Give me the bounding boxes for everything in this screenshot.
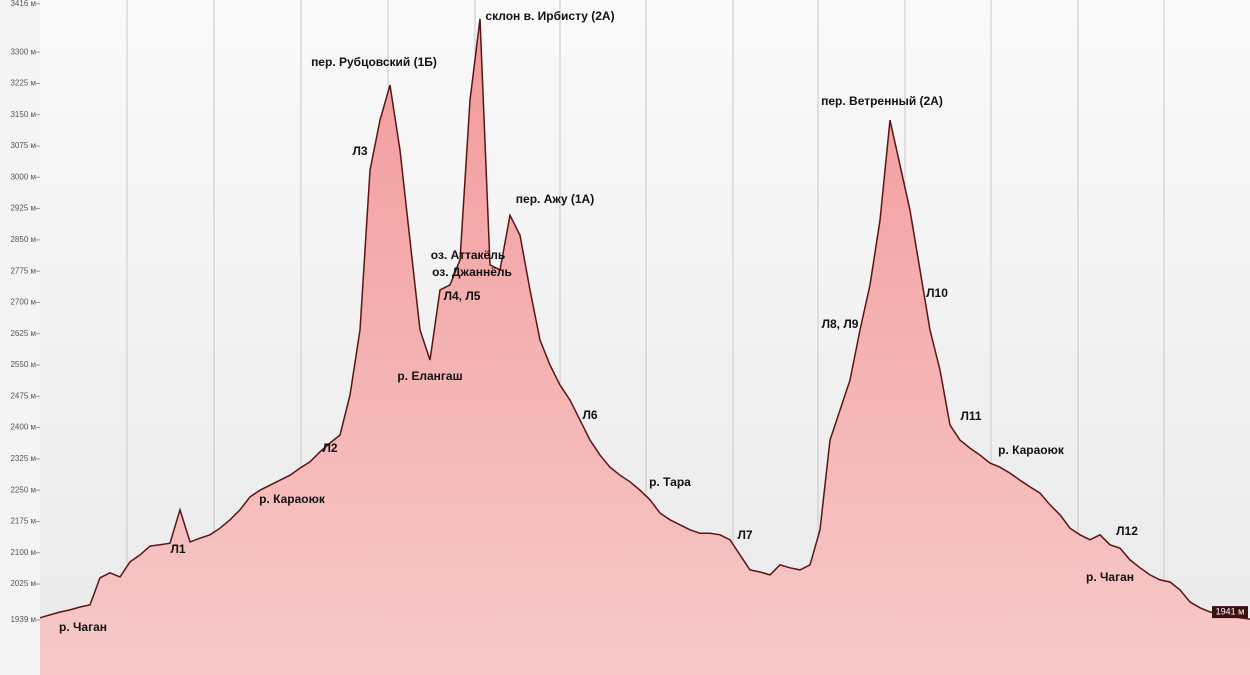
annotation: пер. Ажу (1А)	[516, 192, 594, 206]
y-tick-label: 2100 м	[10, 548, 36, 557]
annotation: оз. Аттакёль	[431, 248, 505, 262]
y-tick-label: 3225 м	[10, 79, 36, 88]
y-tick-label: 2775 м	[10, 266, 36, 275]
end-label-box	[1212, 606, 1248, 619]
y-tick-label: 2250 м	[10, 485, 36, 494]
annotation: р. Чаган	[59, 620, 107, 634]
y-tick-label: 2850 м	[10, 235, 36, 244]
end-value-label: 1941 м	[1216, 606, 1245, 616]
annotation: оз. Джаннёль	[432, 265, 512, 279]
y-tick-label: 2325 м	[10, 454, 36, 463]
annotation: Л4, Л5	[444, 289, 481, 303]
y-tick-label: 2475 м	[10, 391, 36, 400]
annotation: Л11	[960, 409, 981, 423]
annotation: р. Тара	[649, 475, 691, 489]
y-tick-label: 2625 м	[10, 329, 36, 338]
y-tick-label: 3300 м	[10, 47, 36, 56]
y-tick-label: 2925 м	[10, 204, 36, 213]
profile-line	[39, 18, 1250, 620]
y-tick-label: 1939 м	[10, 615, 36, 624]
area-fill	[40, 18, 1250, 675]
annotation: Л6	[582, 408, 597, 422]
annotation: пер. Рубцовский (1Б)	[311, 55, 437, 69]
y-tick-label: 3150 м	[10, 110, 36, 119]
y-tick-label: 2700 м	[10, 298, 36, 307]
annotation: р. Караоюк	[998, 443, 1065, 457]
annotation: Л8, Л9	[822, 317, 859, 331]
annotation: пер. Ветренный (2А)	[821, 94, 943, 108]
annotation: р. Чаган	[1086, 570, 1134, 584]
y-tick-label: 3075 м	[10, 141, 36, 150]
annotation: Л7	[737, 528, 752, 542]
annotation: р. Караоюк	[259, 492, 326, 506]
axis-strip	[0, 0, 40, 675]
y-tick-label: 2025 м	[10, 579, 36, 588]
annotation: Л2	[322, 441, 337, 455]
y-tick-label: 2400 м	[10, 423, 36, 432]
annotation: Л12	[1116, 524, 1138, 538]
y-tick-label: 2550 м	[10, 360, 36, 369]
annotation: Л10	[926, 286, 948, 300]
annotation: Л3	[352, 144, 367, 158]
annotation: склон в. Ирбисту (2А)	[485, 9, 614, 23]
annotation: Л1	[170, 542, 185, 556]
y-tick-label: 3000 м	[10, 172, 36, 181]
y-tick-label: 2175 м	[10, 517, 36, 526]
annotation: р. Елангаш	[397, 369, 462, 383]
y-tick-label: 3416 м	[10, 0, 36, 8]
